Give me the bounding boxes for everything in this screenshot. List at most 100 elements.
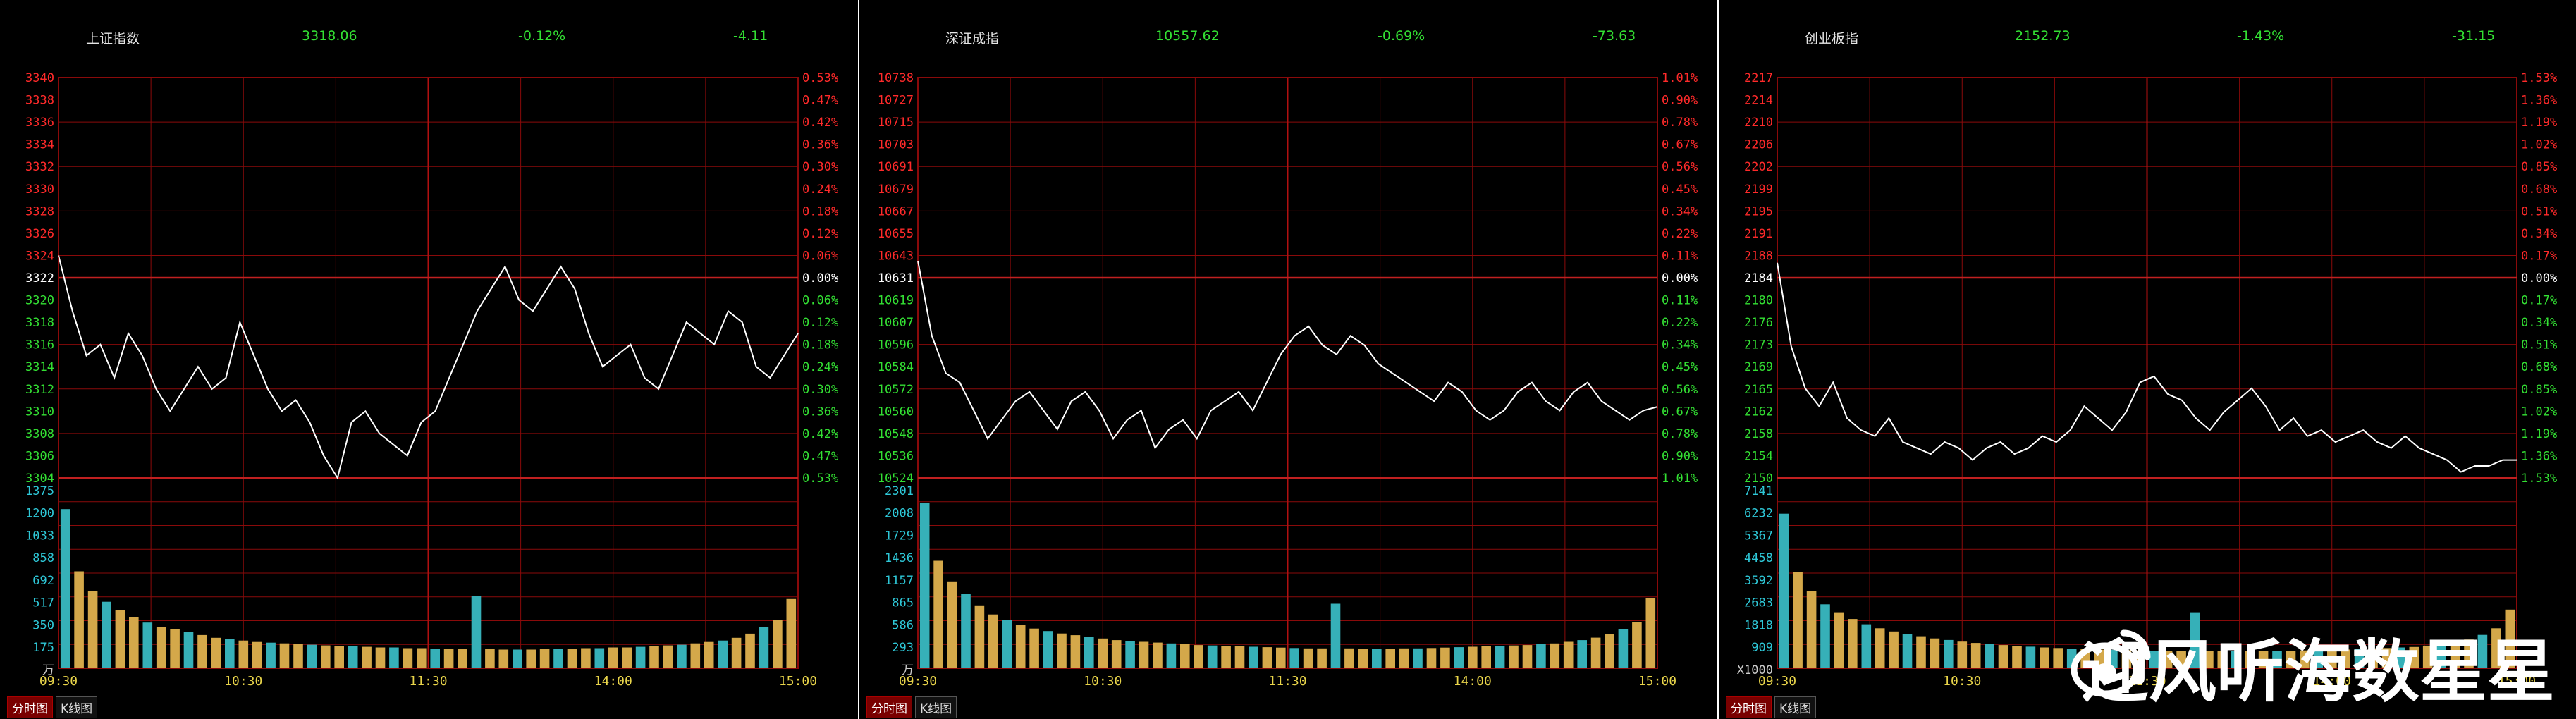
- volume-bar: [1806, 591, 1817, 668]
- time-tick-label: 15:00: [1638, 674, 1676, 689]
- index-name: 创业板指: [1805, 31, 1859, 47]
- pct-tick-label: 0.17%: [2521, 249, 2557, 263]
- tab-intraday[interactable]: 分时图: [866, 696, 912, 718]
- volume-bar: [1276, 647, 1286, 668]
- pct-tick-label: 0.56%: [1662, 160, 1698, 174]
- volume-bar: [2231, 651, 2241, 668]
- volume-bar: [2464, 639, 2474, 668]
- time-tick-label: 15:00: [2498, 674, 2536, 689]
- volume-bar: [1916, 636, 1926, 668]
- time-tick-label: 11:30: [1268, 674, 1306, 689]
- volume-bar: [430, 649, 440, 668]
- volume-bar: [961, 594, 971, 668]
- volume-bar: [745, 633, 755, 668]
- volume-bar: [2436, 644, 2446, 668]
- tab-intraday[interactable]: 分时图: [1726, 696, 1772, 718]
- pct-tick-label: 0.11%: [1662, 249, 1698, 263]
- chart-tabs: 分时图 K线图: [1726, 696, 1819, 718]
- tab-intraday[interactable]: 分时图: [7, 696, 53, 718]
- price-tick-label: 10524: [878, 472, 914, 486]
- time-tick-label: 14:00: [1454, 674, 1492, 689]
- time-tick-label: 10:30: [1084, 674, 1122, 689]
- pct-tick-label: 0.90%: [1662, 449, 1698, 463]
- volume-bar: [2204, 651, 2214, 668]
- price-tick-label: 2210: [1744, 116, 1773, 130]
- time-tick-label: 09:30: [1758, 674, 1796, 689]
- pct-tick-label: 0.36%: [802, 405, 838, 419]
- price-tick-label: 10584: [878, 360, 914, 374]
- volume-bar: [1015, 625, 1026, 668]
- volume-bar: [2505, 609, 2515, 668]
- price-tick-label: 3314: [25, 360, 54, 374]
- volume-bar: [498, 649, 509, 668]
- panel-sz: 深证成指 10557.62 -0.69% -73.63 10738 10727 10…: [859, 0, 1717, 719]
- price-tick-label: 2180: [1744, 294, 1773, 308]
- volume-tick-label: 1157: [885, 574, 914, 588]
- tab-kline[interactable]: K线图: [1774, 696, 1817, 718]
- volume-tick-label: 586: [892, 618, 914, 632]
- price-tick-label: 10596: [878, 338, 914, 352]
- volume-bar: [2491, 628, 2501, 668]
- pct-tick-label: 1.01%: [1662, 472, 1698, 486]
- volume-bar: [786, 598, 797, 668]
- volume-tick-label: 517: [32, 596, 54, 610]
- volume-tick-label: 7141: [1744, 484, 1773, 498]
- volume-bar: [1330, 603, 1341, 668]
- index-change: -4.11: [733, 28, 768, 44]
- price-tick-label: 3334: [25, 138, 54, 152]
- volume-tick-label: 1375: [25, 484, 54, 498]
- price-tick-label: 3336: [25, 116, 54, 130]
- watermark: 迎风听海数星星: [2068, 623, 2555, 711]
- volume-bar: [2094, 649, 2104, 668]
- volume-bar: [471, 596, 482, 668]
- volume-bar: [1957, 641, 1968, 668]
- pct-tick-label: 1.01%: [1662, 71, 1698, 85]
- pct-tick-label: 0.18%: [802, 204, 838, 219]
- volume-bar: [279, 643, 290, 668]
- intraday-chart: 10738 10727 10715 10703 10691 10679 10667 10655…: [878, 71, 1698, 689]
- volume-bar: [1180, 644, 1190, 668]
- volume-bar: [1207, 645, 1218, 668]
- volume-bar: [1454, 647, 1464, 668]
- price-tick-label: 3320: [25, 294, 54, 308]
- price-tick-label: 3340: [25, 71, 54, 85]
- pct-tick-label: 0.11%: [1662, 294, 1698, 308]
- volume-bar: [74, 571, 84, 668]
- price-tick-label: 3324: [25, 249, 54, 263]
- price-tick-label: 3310: [25, 405, 54, 419]
- volume-bar: [1139, 641, 1149, 668]
- volume-tick-label: 2301: [885, 484, 914, 498]
- volume-bar: [1440, 647, 1450, 668]
- pct-tick-label: 1.36%: [2521, 449, 2557, 463]
- volume-bar: [307, 644, 317, 668]
- price-tick-label: 10715: [878, 116, 914, 130]
- volume-bar: [156, 627, 166, 668]
- volume-bar: [1057, 633, 1067, 668]
- volume-bar: [1509, 645, 1519, 668]
- volume-bar: [513, 649, 522, 668]
- weibo-logo-icon: [2071, 629, 2151, 697]
- price-tick-label: 2191: [1744, 227, 1773, 241]
- volume-tick-label: 1818: [1744, 618, 1773, 632]
- volume-bar: [443, 649, 454, 668]
- volume-bar: [1399, 648, 1409, 668]
- tab-kline[interactable]: K线图: [915, 696, 957, 718]
- index-value: 10557.62: [1155, 28, 1220, 44]
- volume-bar: [1317, 648, 1327, 668]
- volume-tick-label: 万: [42, 663, 54, 677]
- pct-tick-label: 0.06%: [802, 294, 838, 308]
- time-tick-label: 09:30: [899, 674, 937, 689]
- pct-tick-label: 0.34%: [1662, 204, 1698, 219]
- price-tick-label: 10667: [878, 204, 914, 219]
- tab-kline[interactable]: K线图: [56, 696, 98, 718]
- volume-bar: [718, 640, 728, 668]
- volume-bar: [919, 503, 930, 668]
- volume-bar: [1848, 619, 1858, 668]
- volume-bar: [266, 642, 276, 668]
- volume-bar: [375, 647, 386, 668]
- volume-tick-label: 1200: [25, 507, 54, 521]
- chart-tabs: 分时图 K线图: [866, 696, 959, 718]
- volume-bar: [1289, 648, 1299, 668]
- price-tick-label: 3326: [25, 227, 54, 241]
- time-tick-label: 10:30: [224, 674, 262, 689]
